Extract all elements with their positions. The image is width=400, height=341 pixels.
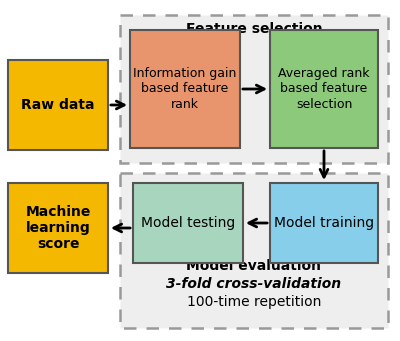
- FancyBboxPatch shape: [120, 15, 388, 163]
- FancyBboxPatch shape: [270, 183, 378, 263]
- FancyBboxPatch shape: [8, 60, 108, 150]
- Text: Feature selection: Feature selection: [186, 22, 322, 36]
- Text: 100-time repetition: 100-time repetition: [187, 295, 321, 309]
- Text: Model testing: Model testing: [141, 216, 235, 230]
- Text: 3-fold cross-validation: 3-fold cross-validation: [166, 277, 342, 291]
- FancyBboxPatch shape: [130, 30, 240, 148]
- FancyBboxPatch shape: [270, 30, 378, 148]
- Text: Model evaluation: Model evaluation: [186, 259, 322, 273]
- Text: Raw data: Raw data: [21, 98, 95, 112]
- Text: Information gain
based feature
rank: Information gain based feature rank: [133, 68, 237, 110]
- FancyBboxPatch shape: [133, 183, 243, 263]
- Text: Model training: Model training: [274, 216, 374, 230]
- Text: Averaged rank
based feature
selection: Averaged rank based feature selection: [278, 68, 370, 110]
- Text: Machine
learning
score: Machine learning score: [25, 205, 91, 251]
- FancyBboxPatch shape: [8, 183, 108, 273]
- FancyBboxPatch shape: [120, 173, 388, 328]
